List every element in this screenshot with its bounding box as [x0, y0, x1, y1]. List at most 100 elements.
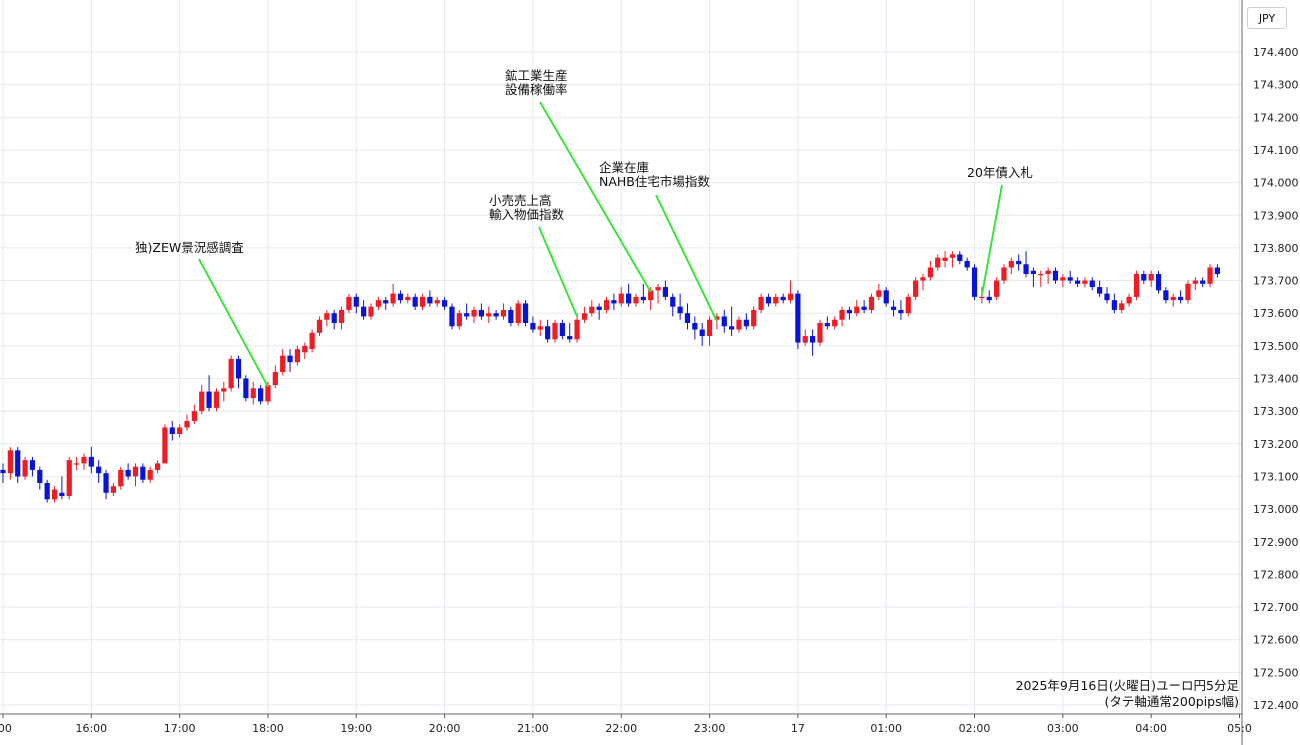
candle-body	[280, 355, 286, 372]
candle-body	[1060, 277, 1066, 281]
candle-body	[839, 309, 845, 320]
candle	[1074, 277, 1081, 288]
candle	[1089, 277, 1095, 291]
time-tick-label: 23:00	[694, 722, 726, 735]
candle-body	[324, 313, 330, 320]
candle-body	[1052, 270, 1059, 281]
candle	[375, 296, 381, 310]
candle	[751, 306, 757, 330]
candle	[780, 293, 786, 304]
candle-body	[500, 309, 507, 317]
candle	[1207, 264, 1213, 288]
candle	[361, 300, 367, 320]
annotation-label: 輸入物価指数	[489, 207, 565, 222]
candle-body	[1111, 300, 1117, 310]
candle	[942, 251, 948, 268]
candle-body	[942, 257, 948, 261]
candle	[994, 277, 1000, 301]
time-tick-label: 18:00	[252, 722, 284, 735]
candle	[1126, 293, 1132, 307]
candle-body	[294, 349, 300, 363]
candle-body	[721, 316, 727, 327]
candle-body	[545, 326, 551, 340]
candle	[603, 296, 610, 314]
candle-body	[272, 371, 278, 386]
time-tick-label: 03:00	[1047, 722, 1079, 735]
grid	[0, 0, 1242, 714]
candle-body	[1089, 280, 1095, 288]
candle-body	[1155, 274, 1162, 291]
candle	[456, 309, 462, 330]
candle-body	[662, 287, 668, 297]
candle	[191, 404, 197, 425]
candle-body	[1207, 267, 1213, 284]
candle-body	[74, 463, 80, 465]
candle-body	[486, 313, 492, 317]
annotation-label: 設備稼働率	[505, 82, 568, 97]
candle	[22, 456, 28, 480]
candle-body	[125, 469, 131, 477]
candle-body	[250, 388, 256, 399]
candle-body	[177, 427, 183, 435]
candle	[199, 385, 205, 415]
candle-body	[611, 300, 617, 304]
caption-line-1: 2025年9月16日(火曜日)ユーロ円5分足	[1016, 678, 1240, 693]
candle-body	[603, 300, 610, 310]
price-tick-label: 173.500	[1253, 340, 1299, 353]
annotation-label: 20年債入札	[967, 165, 1033, 180]
candle	[795, 290, 801, 350]
candle	[1200, 277, 1206, 288]
time-tick-label: 04:00	[1135, 722, 1167, 735]
candle-body	[37, 469, 43, 483]
candle-body	[88, 456, 94, 467]
candle	[243, 375, 249, 402]
candle-body	[405, 296, 411, 301]
price-tick-label: 174.200	[1253, 111, 1299, 124]
candle	[515, 300, 521, 327]
candle-body	[449, 306, 455, 327]
candle-body	[670, 296, 676, 307]
currency-button[interactable]: JPY	[1247, 7, 1287, 29]
event-annotation: 独)ZEW景況感調査	[135, 240, 269, 388]
candle-body	[1126, 296, 1132, 304]
annotation-label: 鉱工業生産	[505, 68, 568, 83]
candle	[37, 466, 43, 490]
candle-body	[213, 391, 220, 408]
price-tick-label: 172.700	[1253, 601, 1299, 614]
candle-body	[1067, 277, 1073, 281]
candle	[1155, 270, 1162, 294]
candle	[132, 463, 139, 487]
candle-body	[140, 466, 146, 480]
candle	[125, 463, 131, 480]
candle-body	[787, 293, 794, 301]
price-tick-label: 172.600	[1253, 634, 1299, 647]
candle	[1192, 277, 1198, 291]
candle-body	[471, 309, 477, 317]
candle	[876, 283, 882, 301]
candle	[464, 303, 470, 320]
annotation-pointer-line	[198, 258, 269, 388]
candle-body	[1097, 287, 1103, 294]
candle	[118, 466, 124, 490]
candle-body	[854, 306, 860, 314]
candle	[721, 309, 727, 333]
candle	[508, 306, 514, 327]
candle-body	[206, 391, 212, 408]
candle	[1119, 300, 1125, 314]
price-axis[interactable]: 174.400 174.300 174.200 174.100 174.000 173.9…	[1241, 0, 1299, 745]
candle	[1185, 280, 1191, 304]
time-axis[interactable]: :00 16:00 17:00 18:00 19:00 20:00 21:00 22:00 23…	[0, 713, 1252, 735]
candle	[1008, 257, 1014, 275]
candle	[493, 309, 499, 320]
candle	[986, 290, 992, 304]
candle	[331, 309, 337, 330]
candle-body	[618, 293, 624, 304]
candle-body	[434, 300, 440, 304]
candle	[324, 309, 330, 327]
candle	[824, 316, 830, 330]
candle	[522, 300, 529, 327]
candle	[434, 296, 440, 307]
